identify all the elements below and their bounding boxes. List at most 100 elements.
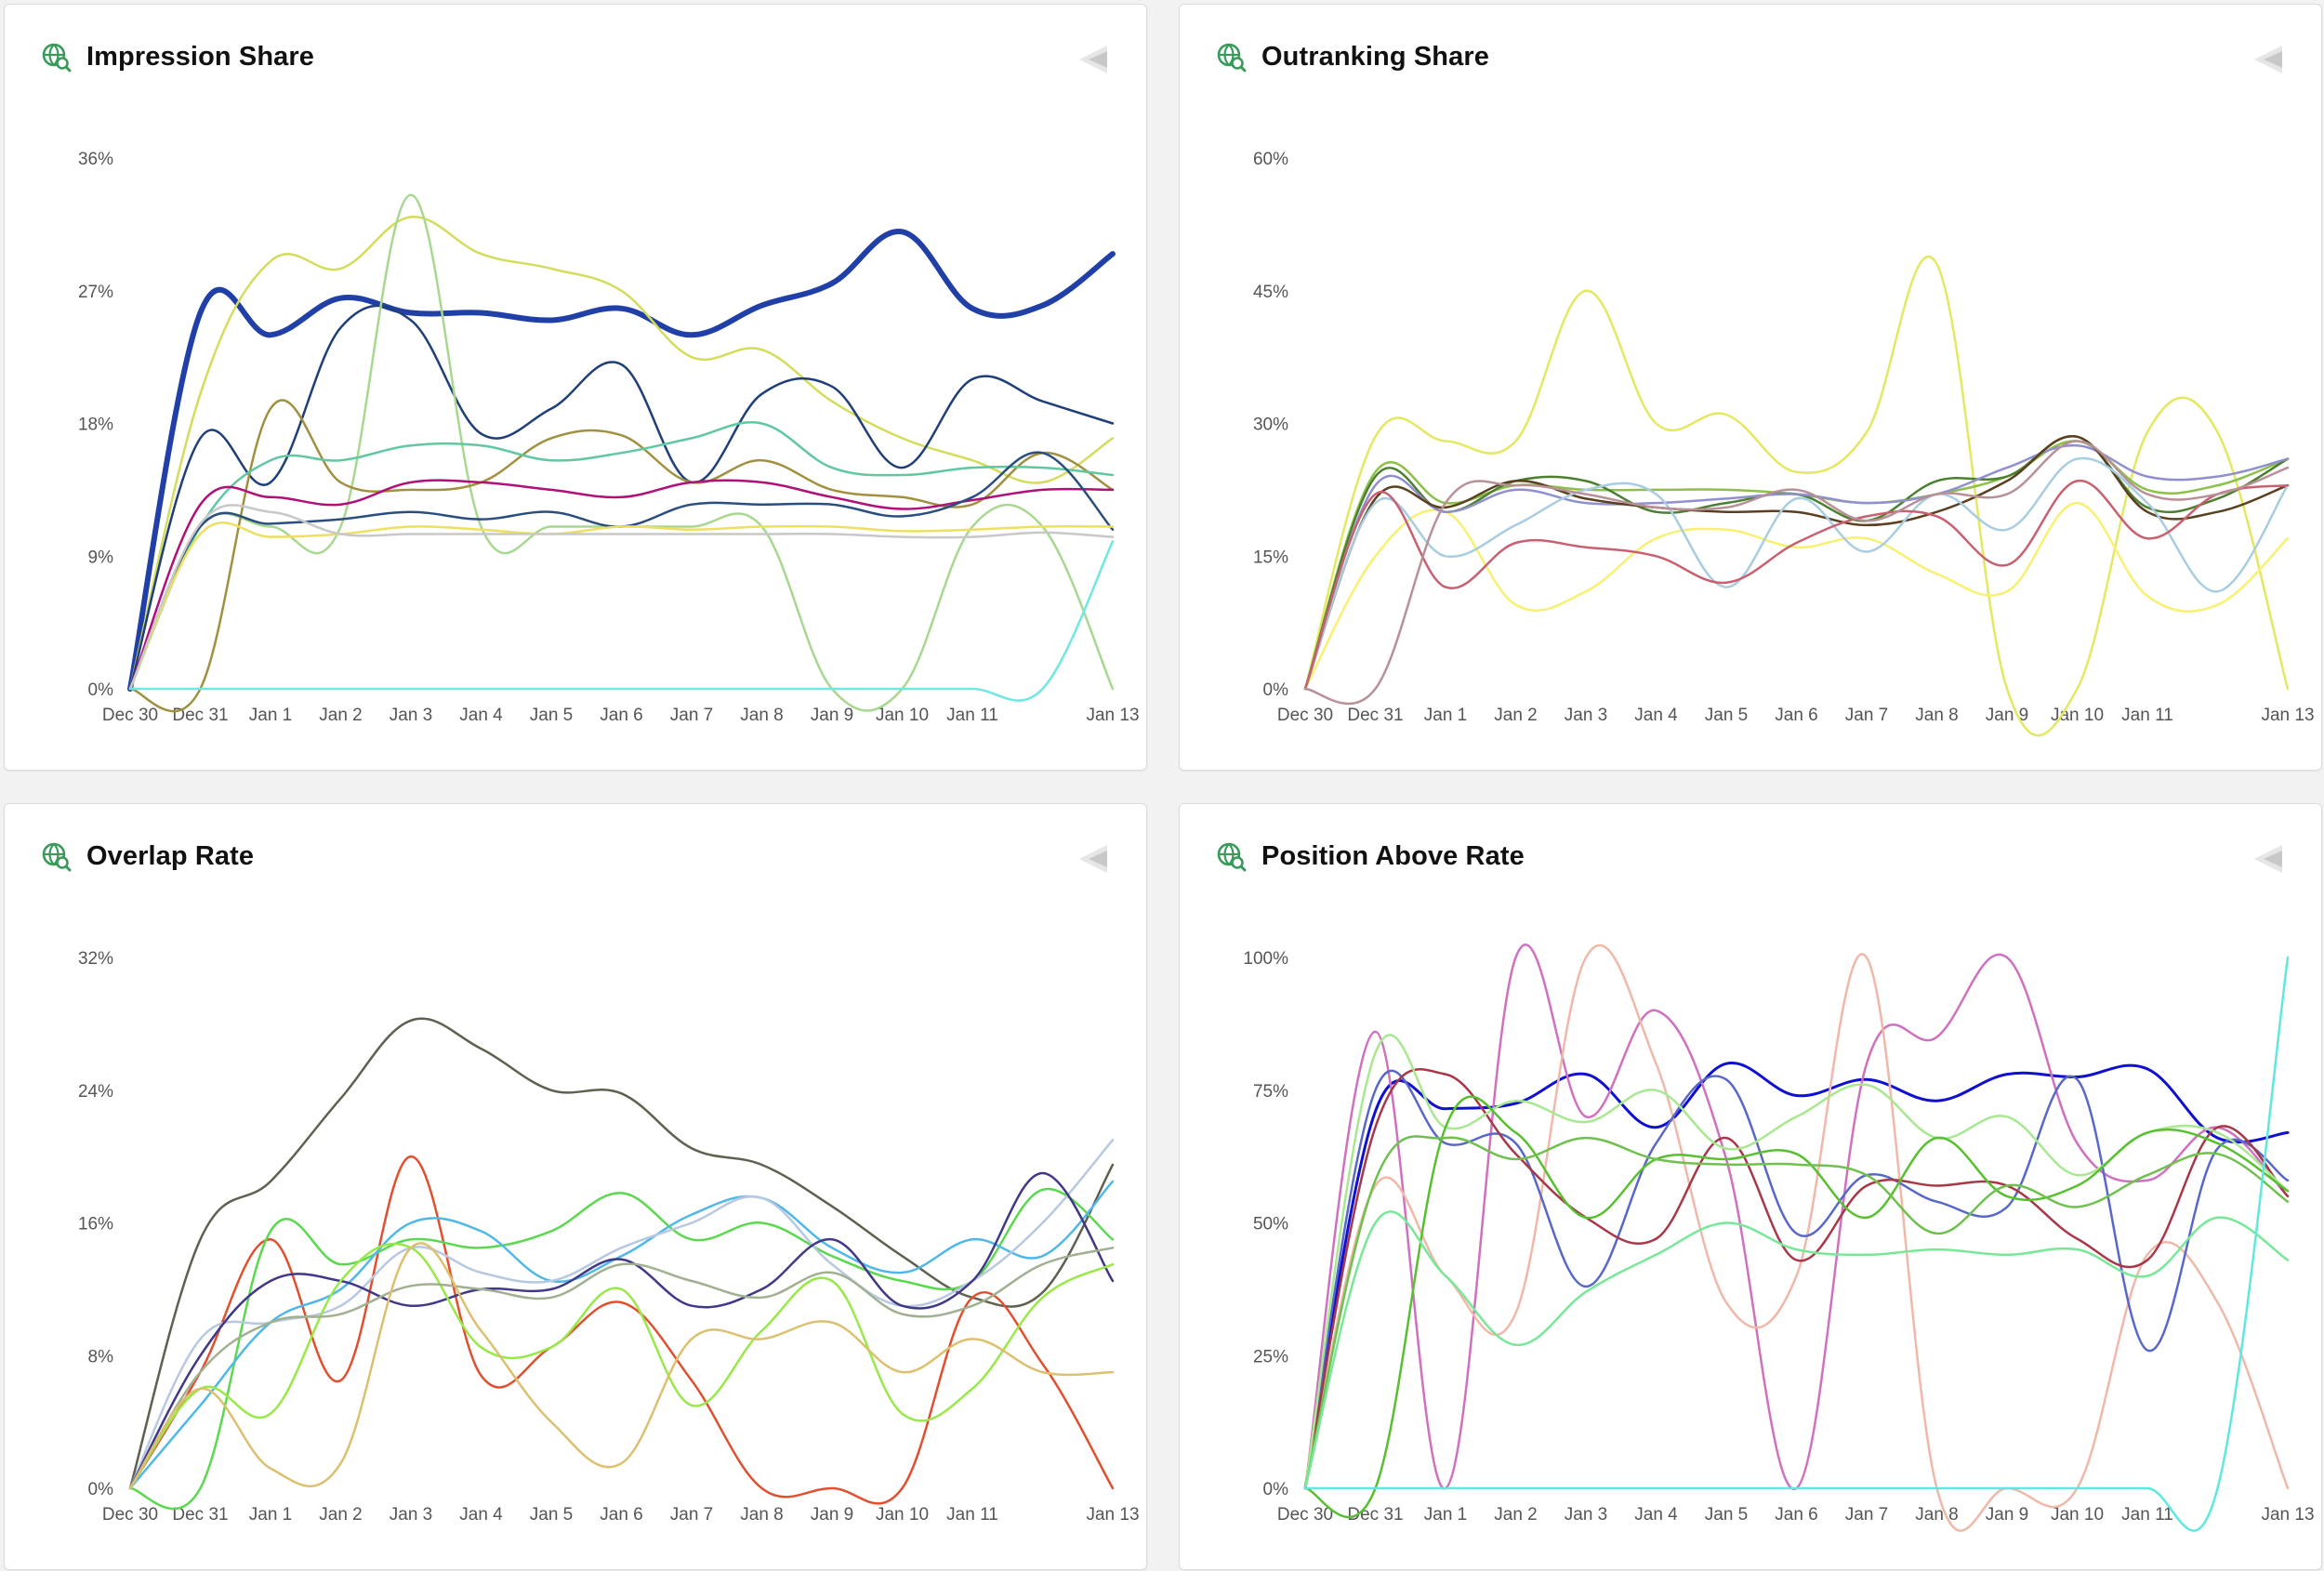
series-line-4[interactable] xyxy=(128,193,1115,712)
x-tick-label: Jan 11 xyxy=(946,706,998,725)
series-line-9[interactable] xyxy=(1303,440,2290,706)
globe-search-icon xyxy=(1217,43,1247,73)
outranking-share-card: Outranking Share 0% 15% 30% 45% 60% Dec 30 Dec… xyxy=(1179,4,2322,771)
chart-title: Overlap Rate xyxy=(86,840,255,871)
x-tick-label: Jan 6 xyxy=(1775,706,1817,725)
series-line-10[interactable] xyxy=(1303,956,2290,1532)
x-tick-label: Jan 3 xyxy=(390,706,432,725)
x-tick-label: Jan 11 xyxy=(2121,706,2173,725)
x-tick-label: Jan 6 xyxy=(600,1505,642,1525)
x-tick-label: Jan 7 xyxy=(1845,706,1888,725)
y-tick-label: 32% xyxy=(78,949,113,969)
series-line-5[interactable] xyxy=(1303,444,2290,691)
x-tick-label: Jan 6 xyxy=(600,706,642,725)
series-line-4[interactable] xyxy=(1303,1069,2290,1490)
series-line-3[interactable] xyxy=(128,1187,1115,1511)
series-line-1[interactable] xyxy=(128,1017,1115,1490)
x-tick-label: Jan 8 xyxy=(740,706,783,725)
collapse-arrow-icon[interactable] xyxy=(1077,44,1109,75)
y-tick-label: 50% xyxy=(1253,1215,1288,1234)
series-line-10[interactable] xyxy=(128,504,1115,691)
x-tick-label: Jan 13 xyxy=(2261,706,2314,725)
y-tick-label: 9% xyxy=(88,548,114,567)
series-line-7[interactable] xyxy=(128,479,1115,691)
card-header: Position Above Rate xyxy=(1215,838,1525,875)
card-header: Outranking Share xyxy=(1215,38,1489,75)
overlap-rate-card: Overlap Rate 0% 8% 16% 24% 32% Dec 30 Dec 31 Ja… xyxy=(4,803,1147,1570)
series-line-9[interactable] xyxy=(1303,1210,2290,1490)
series-line-1[interactable] xyxy=(1303,1062,2290,1490)
x-tick-label: Jan 4 xyxy=(459,1505,503,1525)
series-line-6[interactable] xyxy=(1303,1034,2290,1490)
x-tick-label: Jan 8 xyxy=(1915,1505,1958,1525)
series-line-7[interactable] xyxy=(1303,456,2290,691)
x-tick-label: Jan 2 xyxy=(1494,706,1537,725)
x-tick-label: Jan 4 xyxy=(459,706,503,725)
x-tick-label: Jan 4 xyxy=(1634,706,1678,725)
x-tick-label: Dec 31 xyxy=(1347,706,1403,725)
series-line-6[interactable] xyxy=(1303,434,2290,691)
series-line-1[interactable] xyxy=(127,229,1116,692)
x-tick-label: Jan 10 xyxy=(2051,1505,2104,1525)
series-line-5[interactable] xyxy=(128,399,1115,713)
position-above-rate-chart: 0% 25% 50% 75% 100% Dec 30 Dec 31 Jan 1 Jan 2 Jan… xyxy=(1243,944,2315,1532)
collapse-arrow-icon[interactable] xyxy=(2252,843,2284,875)
series-line-8[interactable] xyxy=(1303,1135,2290,1490)
x-tick-label: Jan 13 xyxy=(1086,706,1139,725)
x-tick-label: Jan 7 xyxy=(1845,1505,1888,1525)
series-line-4[interactable] xyxy=(128,1180,1115,1490)
series-line-2[interactable] xyxy=(1303,501,2290,691)
y-tick-label: 60% xyxy=(1253,150,1288,169)
y-tick-label: 0% xyxy=(1263,680,1289,700)
series-line-3[interactable] xyxy=(128,304,1115,691)
series-line-7[interactable] xyxy=(128,1242,1115,1490)
series-line-8[interactable] xyxy=(128,451,1115,691)
y-tick-label: 0% xyxy=(88,680,114,700)
x-tick-label: Jan 9 xyxy=(1986,706,2028,725)
impression-share-card: Impression Share 0% 9% 18% 27% 36% Dec 30 Dec … xyxy=(4,4,1147,771)
collapse-arrow-icon[interactable] xyxy=(2252,44,2284,75)
y-tick-label: 75% xyxy=(1253,1082,1288,1102)
series-line-11[interactable] xyxy=(128,540,1115,702)
series-line-5[interactable] xyxy=(1303,1068,2290,1490)
x-tick-label: Jan 10 xyxy=(2051,706,2104,725)
x-tick-label: Jan 5 xyxy=(530,706,573,725)
series-line-2[interactable] xyxy=(128,1155,1115,1505)
y-tick-label: 18% xyxy=(78,416,113,435)
x-tick-label: Dec 31 xyxy=(172,1505,228,1525)
series-line-9[interactable] xyxy=(128,1242,1115,1490)
series-line-3[interactable] xyxy=(1303,440,2290,691)
series-line-6[interactable] xyxy=(128,1171,1115,1490)
series-line-2[interactable] xyxy=(128,216,1115,691)
globe-search-icon xyxy=(42,842,72,872)
globe-search-icon xyxy=(42,43,72,73)
y-tick-label: 25% xyxy=(1253,1347,1288,1366)
y-tick-label: 15% xyxy=(1253,548,1288,567)
collapse-arrow-icon[interactable] xyxy=(1077,843,1109,875)
card-header: Impression Share xyxy=(40,38,314,75)
y-tick-label: 24% xyxy=(78,1082,113,1102)
series-line-2[interactable] xyxy=(1303,944,2290,1490)
card-header: Overlap Rate xyxy=(40,838,254,875)
chart-title: Position Above Rate xyxy=(1261,840,1525,871)
series-line-7[interactable] xyxy=(1303,1095,2290,1519)
x-tick-label: Jan 5 xyxy=(1705,1505,1748,1525)
series-line-6[interactable] xyxy=(128,421,1115,691)
x-tick-label: Dec 30 xyxy=(1277,1505,1333,1525)
x-tick-label: Jan 10 xyxy=(876,1505,929,1525)
x-tick-label: Jan 7 xyxy=(670,706,713,725)
x-tick-label: Jan 2 xyxy=(319,706,362,725)
series-line-8[interactable] xyxy=(1303,480,2290,691)
series-line-3[interactable] xyxy=(1303,944,2290,1532)
y-tick-label: 0% xyxy=(1263,1480,1289,1499)
x-tick-label: Jan 2 xyxy=(1494,1505,1537,1525)
x-tick-label: Jan 9 xyxy=(811,706,853,725)
x-tick-label: Dec 31 xyxy=(172,706,228,725)
series-line-9[interactable] xyxy=(128,521,1115,691)
y-tick-label: 30% xyxy=(1253,416,1288,435)
x-tick-label: Jan 13 xyxy=(2261,1505,2314,1525)
series-line-8[interactable] xyxy=(128,1247,1115,1490)
chart-title: Impression Share xyxy=(86,41,314,72)
x-tick-label: Jan 11 xyxy=(946,1505,998,1525)
x-tick-label: Jan 9 xyxy=(1986,1505,2028,1525)
